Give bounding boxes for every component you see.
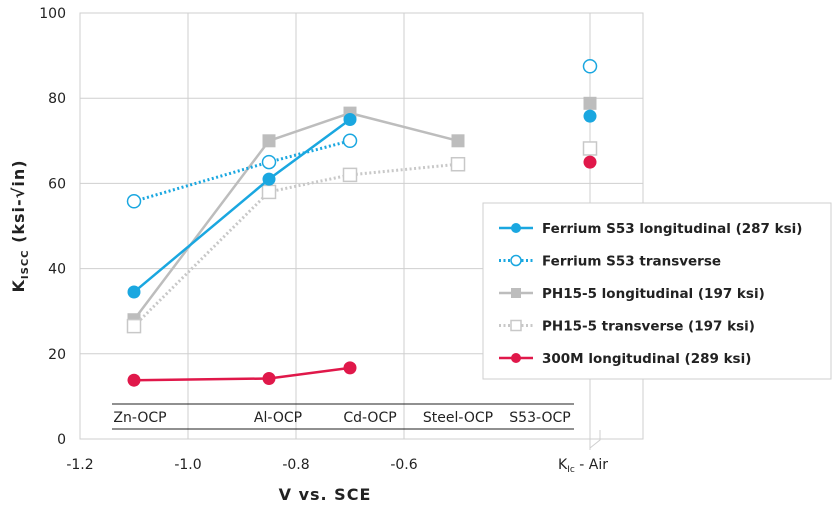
legend-marker	[510, 319, 522, 332]
legend-marker	[511, 288, 521, 298]
legend-marker	[510, 254, 522, 267]
category-label: Al-OCP	[254, 410, 302, 426]
air-data-point	[583, 96, 597, 110]
legend-entry: Ferrium S53 longitudinal (287 ksi)	[499, 221, 802, 237]
kic-separator-kink	[589, 430, 601, 449]
data-point	[262, 372, 276, 386]
data-point	[127, 373, 141, 387]
y-tick-label: 20	[48, 347, 66, 363]
data-point	[343, 113, 357, 126]
legend-marker	[511, 353, 521, 363]
series-3	[126, 141, 598, 334]
y-tick-label: 80	[48, 91, 66, 107]
data-point	[127, 285, 141, 299]
y-axis-title: KISCC (ksi-√in)	[9, 159, 31, 292]
series-0	[127, 109, 597, 299]
axes: 0 20 40 60 80 100 -1.2 -1.0 -0.8 -0.6 KIc - Air Zn-…	[9, 6, 608, 504]
series-line	[132, 162, 459, 328]
category-label: Cd-OCP	[343, 410, 396, 426]
x-tick-label: -0.6	[390, 457, 417, 473]
air-data-point	[582, 141, 598, 156]
data-point	[126, 194, 142, 209]
x-tick-label: -1.0	[174, 457, 201, 473]
series-layer	[126, 59, 598, 387]
legend-entry: 300M longitudinal (289 ksi)	[499, 351, 751, 367]
data-point	[342, 133, 358, 149]
y-tick-label: 40	[48, 262, 66, 278]
y-tick-label: 0	[57, 432, 66, 448]
series-line	[133, 111, 459, 321]
legend: Ferrium S53 longitudinal (287 ksi) Ferriu…	[482, 202, 832, 380]
category-label: Zn-OCP	[113, 410, 166, 426]
category-label: Steel-OCP	[423, 410, 493, 426]
category-label: S53-OCP	[509, 410, 570, 426]
x-axis-title: V vs. SCE	[279, 485, 372, 504]
x-tick-label: -0.8	[282, 457, 309, 473]
legend-label: 300M longitudinal (289 ksi)	[542, 351, 751, 367]
series-4	[127, 155, 597, 387]
data-point	[262, 134, 276, 148]
data-point	[451, 134, 465, 148]
legend-marker	[511, 223, 521, 233]
data-point	[126, 318, 142, 334]
legend-label: PH15-5 longitudinal (197 ksi)	[542, 286, 765, 302]
y-tick-label: 100	[39, 6, 66, 22]
y-tick-label: 60	[48, 176, 66, 192]
air-data-point	[583, 155, 597, 169]
legend-label: Ferrium S53 longitudinal (287 ksi)	[542, 221, 802, 237]
legend-entry: PH15-5 transverse (197 ksi)	[499, 319, 755, 335]
legend-box	[482, 202, 832, 380]
data-point	[450, 156, 466, 172]
data-point	[262, 172, 276, 186]
kic-air-label: KIc - Air	[558, 457, 608, 475]
x-tick-label: -1.2	[66, 457, 93, 473]
series-1	[126, 59, 598, 209]
air-data-point	[582, 59, 598, 74]
legend-label: PH15-5 transverse (197 ksi)	[542, 319, 755, 335]
data-point	[343, 361, 357, 375]
legend-label: Ferrium S53 transverse	[542, 254, 721, 270]
data-point	[261, 154, 277, 170]
air-data-point	[583, 109, 597, 123]
data-point	[342, 167, 358, 183]
legend-entry: Ferrium S53 transverse	[499, 254, 721, 270]
data-point	[261, 184, 277, 200]
legend-entry: PH15-5 longitudinal (197 ksi)	[499, 286, 765, 302]
